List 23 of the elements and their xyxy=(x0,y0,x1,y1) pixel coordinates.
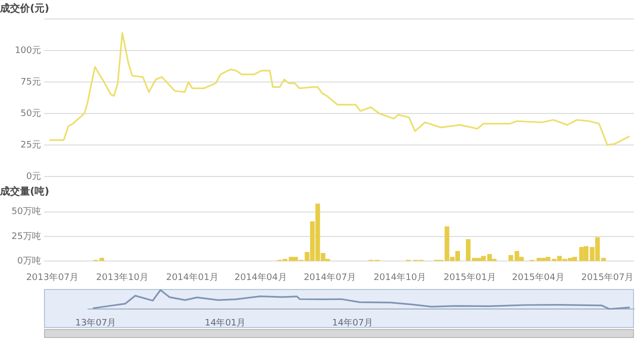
x-tick-label: 2014年04月 xyxy=(234,272,287,283)
x-tick-label: 2014年10月 xyxy=(374,272,426,283)
y-tick-label: 25元 xyxy=(20,139,41,150)
x-tick-label: 14年07月 xyxy=(332,318,374,329)
y-tick-label: 0元 xyxy=(26,170,41,182)
x-tick-label: 13年07月 xyxy=(75,318,116,329)
x-tick-label: 2014年01月 xyxy=(166,272,218,283)
chart-title: 成交价(元) xyxy=(0,2,50,15)
x-tick-label: 2014年07月 xyxy=(304,272,356,283)
y-tick-label: 50元 xyxy=(20,108,41,119)
y-tick-label: 0万吨 xyxy=(17,256,41,267)
x-tick-label: 2013年07月 xyxy=(26,272,79,283)
x-tick-label: 2013年10月 xyxy=(96,272,148,283)
chart-title: 成交量(吨) xyxy=(0,186,50,198)
x-tick-label: 2015年04月 xyxy=(512,272,564,283)
y-tick-label: 75元 xyxy=(20,76,41,88)
y-tick-label: 50万吨 xyxy=(12,206,41,218)
x-tick-label: 2015年01月 xyxy=(444,272,496,283)
y-tick-label: 25万吨 xyxy=(12,230,41,242)
bar xyxy=(572,256,578,262)
x-tick-label: 14年01月 xyxy=(204,318,246,329)
y-tick-label: 100元 xyxy=(14,44,41,56)
x-tick-label: 2015年07月 xyxy=(581,272,634,283)
